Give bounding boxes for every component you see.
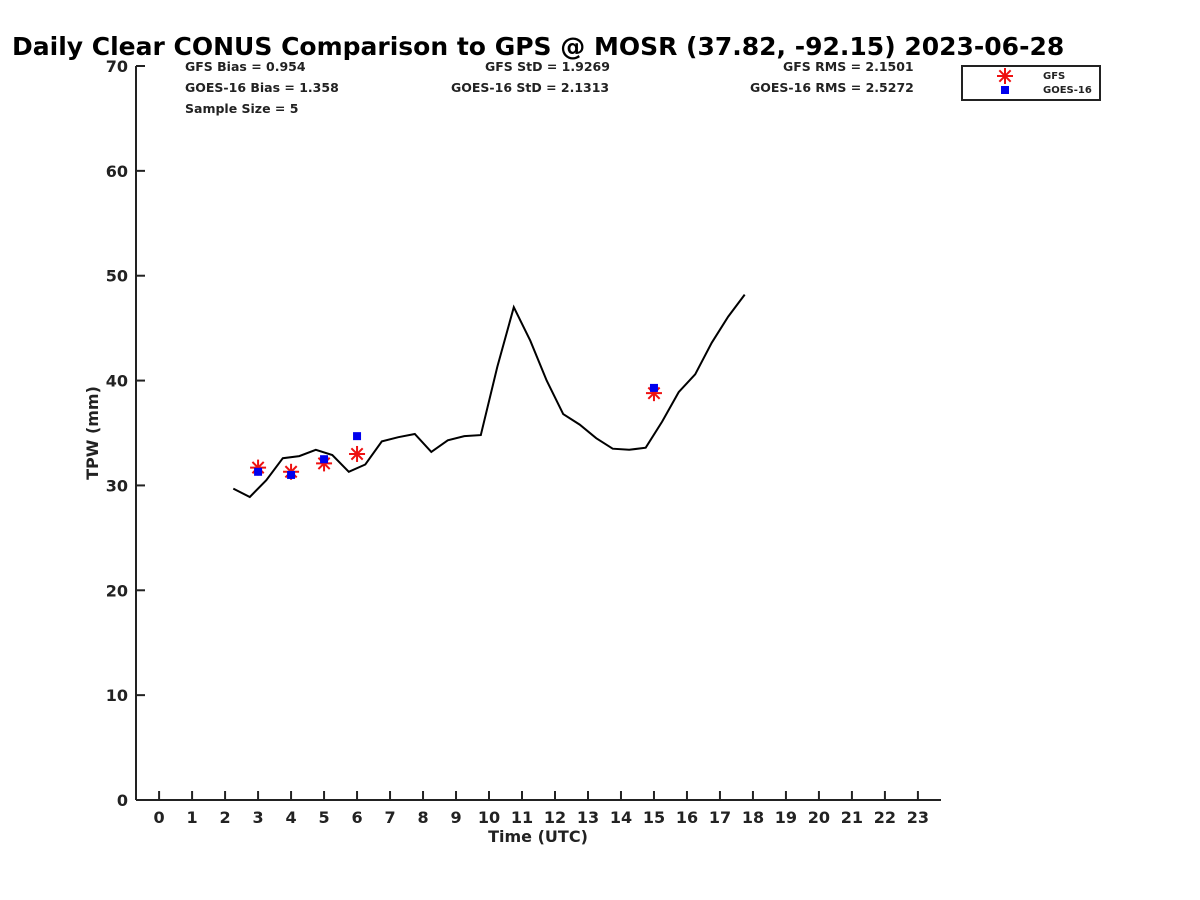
x-tick-label: 16: [676, 808, 698, 827]
legend-gfs-asterisk: [997, 68, 1013, 84]
x-tick-label: 20: [808, 808, 830, 827]
x-tick-label: 21: [841, 808, 863, 827]
gps-tpw-line: [232, 294, 746, 499]
x-tick-label: 9: [450, 808, 461, 827]
x-tick-label: 5: [318, 808, 329, 827]
stat-goes-std: GOES-16 StD = 2.1313: [451, 80, 609, 95]
x-tick-label: 18: [742, 808, 764, 827]
chart-title: Daily Clear CONUS Comparison to GPS @ MO…: [12, 32, 1064, 61]
legend-gfs-label: GFS: [1043, 71, 1065, 82]
x-tick-label: 23: [907, 808, 929, 827]
x-tick-label: 8: [417, 808, 428, 827]
y-tick-label: 0: [117, 791, 128, 810]
x-tick-label: 4: [285, 808, 296, 827]
goes-point: [649, 383, 658, 392]
stat-gfs-std: GFS StD = 1.9269: [485, 59, 610, 74]
x-tick-label: 12: [544, 808, 566, 827]
stat-goes-rms: GOES-16 RMS = 2.5272: [750, 80, 914, 95]
stat-sample-size: Sample Size = 5: [185, 101, 298, 116]
legend: GFS GOES-16: [961, 65, 1101, 101]
goes-point: [254, 467, 263, 476]
goes-point: [353, 432, 362, 441]
x-tick-label: 11: [511, 808, 533, 827]
x-tick-label: 1: [187, 808, 198, 827]
legend-box: [961, 65, 1101, 101]
goes-point: [320, 455, 329, 464]
goes-point: [287, 470, 296, 479]
x-tick-label: 0: [154, 808, 165, 827]
x-tick-label: 3: [252, 808, 263, 827]
gfs-point: [349, 445, 366, 462]
y-tick-label: 30: [106, 476, 128, 495]
y-tick-label: 40: [106, 372, 128, 391]
x-tick-label: 10: [478, 808, 500, 827]
y-axis-label: TPW (mm): [83, 386, 102, 480]
stat-gfs-rms: GFS RMS = 2.1501: [783, 59, 914, 74]
x-axis-label: Time (UTC): [488, 827, 588, 846]
x-tick-label: 6: [351, 808, 362, 827]
plot-area: [232, 294, 746, 499]
x-tick-label: 2: [220, 808, 231, 827]
x-tick-label: 13: [577, 808, 599, 827]
x-tick-label: 22: [874, 808, 896, 827]
stat-goes-bias: GOES-16 Bias = 1.358: [185, 80, 339, 95]
y-tick-label: 10: [106, 686, 128, 705]
stat-gfs-bias: GFS Bias = 0.954: [185, 59, 306, 74]
y-tick-label: 70: [106, 57, 128, 76]
x-tick-label: 15: [643, 808, 665, 827]
x-tick-label: 19: [775, 808, 797, 827]
y-tick-label: 60: [106, 162, 128, 181]
y-tick-label: 20: [106, 581, 128, 600]
x-tick-label: 7: [384, 808, 395, 827]
legend-gfs-marker: [997, 68, 1013, 84]
legend-goes-label: GOES-16: [1043, 85, 1092, 96]
legend-goes-marker: [1001, 86, 1009, 94]
x-tick-label: 14: [610, 808, 632, 827]
x-tick-label: 17: [709, 808, 731, 827]
y-tick-label: 50: [106, 267, 128, 286]
